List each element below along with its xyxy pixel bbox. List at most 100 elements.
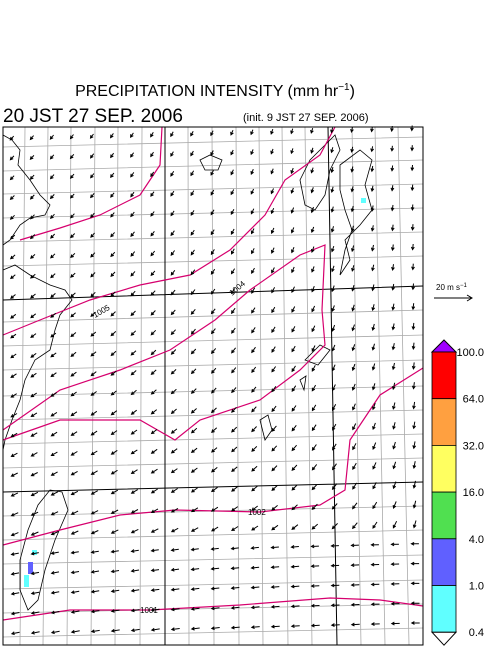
wind-arrow: [30, 412, 38, 418]
wind-arrow: [311, 266, 315, 273]
wind-arrow: [410, 541, 419, 546]
wind-arrow: [210, 606, 220, 611]
wind-arrow: [310, 226, 315, 234]
wind-arrow: [110, 430, 118, 435]
wind-arrow: [250, 188, 255, 195]
wind-arrow: [391, 323, 396, 331]
wind-arrow: [371, 323, 376, 332]
wind-arrow: [90, 331, 97, 337]
wind-arrow: [372, 521, 378, 529]
wind-arrow: [392, 520, 398, 529]
wind-arrow: [291, 365, 296, 373]
wind-arrow: [351, 383, 356, 391]
wind-arrow: [210, 348, 217, 355]
colorbar-bin: [431, 398, 457, 446]
wind-arrow: [110, 449, 118, 455]
colorbar-label: 16.0: [463, 487, 484, 499]
wind-arrow: [130, 231, 135, 238]
wind-arrow: [290, 167, 295, 175]
wind-arrow: [291, 484, 298, 491]
wind-arrow: [311, 483, 318, 491]
wind-arrow: [190, 289, 196, 296]
wind-arrow: [29, 194, 35, 200]
wind-arrow: [170, 210, 175, 217]
wind-arrow: [170, 527, 179, 533]
wind-arrow: [70, 193, 75, 199]
wind-arrow: [130, 469, 138, 475]
wind-arrow: [290, 624, 300, 628]
wind-arrow: [50, 531, 59, 536]
wind-arrow: [371, 383, 376, 391]
wind-arrow: [350, 146, 354, 153]
wind-arrow: [150, 250, 156, 257]
wind-arrow: [211, 367, 217, 374]
wind-arrow: [410, 621, 420, 625]
wind-arrow: [10, 333, 17, 339]
wind-arrow: [110, 192, 115, 198]
wind-arrow: [310, 544, 319, 549]
wind-arrow: [330, 166, 335, 174]
wind-arrow: [110, 212, 115, 218]
wind-arrow: [311, 404, 317, 412]
wind-arrow: [290, 207, 295, 214]
wind-arrow: [411, 303, 416, 311]
wind-arrow: [70, 550, 79, 555]
wind-arrow: [231, 506, 239, 512]
wind-arrow: [170, 388, 177, 395]
init-time: (init. 9 JST 27 SEP. 2006): [243, 112, 369, 124]
wind-arrow: [70, 431, 78, 436]
wind-arrow: [50, 332, 57, 338]
wind-arrow: [332, 404, 337, 411]
wind-arrow: [190, 487, 198, 493]
wind-arrow: [170, 468, 178, 474]
wind-arrow: [331, 523, 338, 530]
wind-arrow: [150, 290, 156, 296]
wind-arrow: [392, 501, 397, 509]
wind-arrow: [49, 154, 55, 160]
wind-arrow: [250, 149, 254, 156]
wind-arrow: [190, 229, 195, 236]
wind-arrow: [170, 488, 178, 493]
wind-arrow: [270, 604, 280, 609]
wind-arrow: [30, 591, 40, 595]
wind-arrow: [170, 349, 177, 355]
wind-arrow: [190, 547, 199, 552]
wind-arrow: [30, 511, 39, 516]
wind-arrow: [150, 329, 157, 336]
wind-arrow: [10, 432, 18, 438]
wind-arrow: [130, 568, 140, 573]
wind-arrow: [251, 465, 258, 472]
wind-arrow: [291, 444, 297, 452]
wind-arrow: [170, 309, 176, 316]
wind-arrow: [350, 186, 355, 193]
wind-arrow: [70, 252, 76, 259]
wind-arrow: [231, 248, 235, 255]
wind-arrow: [390, 224, 395, 232]
wind-arrow: [30, 313, 37, 319]
wind-arrow: [170, 587, 180, 592]
wind-arrow: [271, 267, 275, 274]
wind-arrow: [330, 127, 334, 134]
wind-arrow: [130, 330, 137, 336]
wind-arrow: [110, 628, 120, 633]
wind-arrow: [230, 605, 240, 610]
wind-arrow: [90, 570, 100, 574]
wind-arrow: [29, 234, 36, 240]
wind-arrow: [30, 571, 40, 576]
wind-arrow: [130, 251, 136, 257]
wind-arrow: [271, 386, 277, 393]
wind-arrow: [70, 391, 77, 397]
wind-arrow: [390, 185, 395, 192]
wind-arrow: [210, 150, 214, 157]
wind-arrow: [352, 502, 358, 510]
wind-arrow: [30, 630, 40, 635]
wind-arrow: [371, 284, 375, 292]
wind-arrow: [330, 206, 335, 213]
wind-arrow: [190, 170, 195, 177]
wind-arrow: [210, 626, 220, 631]
wind-arrow: [210, 407, 217, 414]
wind-arrow: [270, 128, 274, 135]
wind-arrow: [370, 582, 380, 587]
wind-arrow: [190, 467, 198, 473]
wind-arrow: [411, 342, 416, 350]
